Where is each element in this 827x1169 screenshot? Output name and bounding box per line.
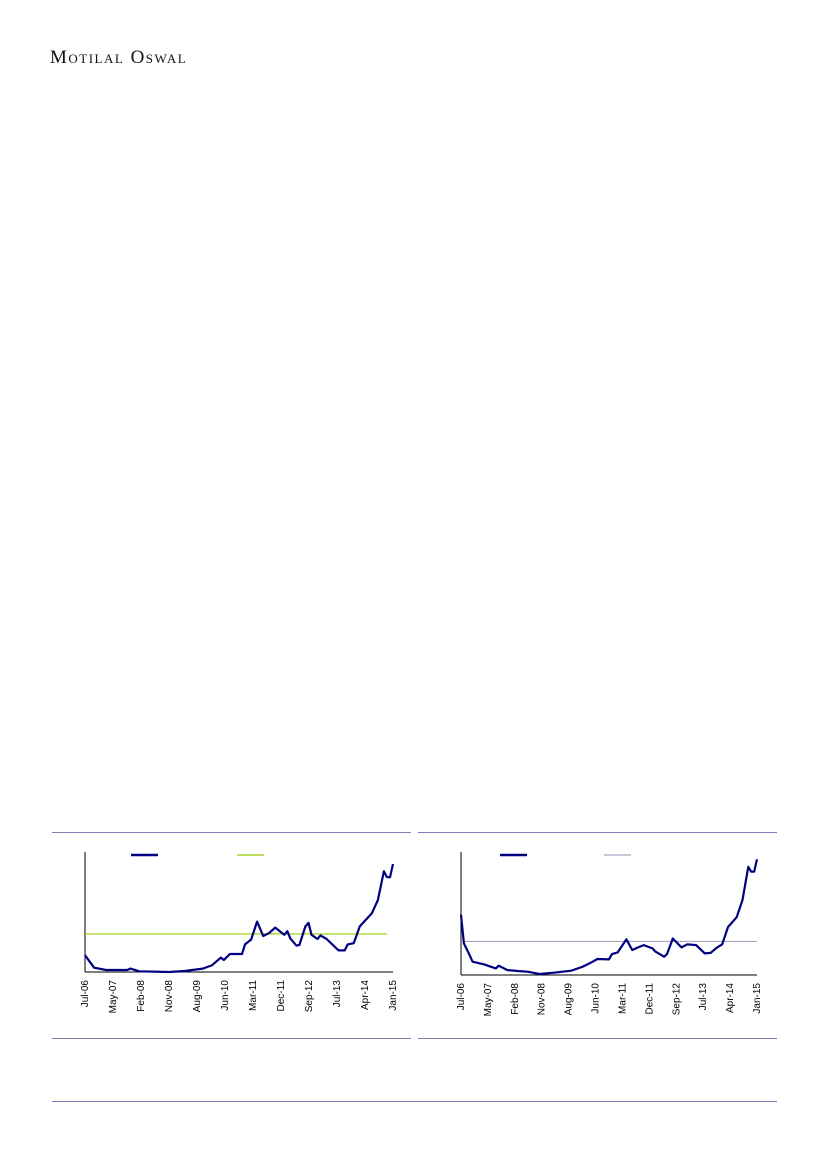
x-tick-label: Jul-06 <box>456 983 467 1011</box>
series-line <box>84 863 395 974</box>
x-tick-label: Jul-13 <box>698 983 709 1011</box>
x-tick-label: Sep-12 <box>304 980 315 1013</box>
x-tick-label: Mar-11 <box>248 980 259 1011</box>
x-tick-label: May-07 <box>483 983 494 1017</box>
chart2-bottom-rule <box>418 1038 777 1039</box>
x-tick-label: Nov-08 <box>537 983 548 1016</box>
x-tick-label: Dec-11 <box>276 980 287 1012</box>
chart1-top-rule <box>52 832 411 833</box>
x-tick-label: Dec-11 <box>644 983 655 1015</box>
x-tick-label: May-07 <box>108 980 119 1014</box>
x-tick-label: Mar-11 <box>617 983 628 1014</box>
x-tick-label: Jun-10 <box>220 980 231 1011</box>
x-tick-label: Jul-06 <box>80 980 91 1008</box>
x-tick-label: Jul-13 <box>332 980 343 1008</box>
x-tick-label: Sep-12 <box>671 983 682 1016</box>
x-tick-label: Feb-08 <box>136 980 147 1012</box>
series-line <box>459 859 759 976</box>
x-tick-label: Feb-08 <box>510 983 521 1015</box>
chart2-top-rule <box>418 832 777 833</box>
chart1-bottom-rule <box>52 1038 411 1039</box>
x-tick-label: Apr-14 <box>725 983 736 1013</box>
company-logo: Motilal Oswal <box>50 47 188 68</box>
x-tick-label: Apr-14 <box>360 980 371 1010</box>
footer-rule <box>52 1101 777 1102</box>
x-tick-label: Jan-15 <box>752 983 763 1014</box>
x-tick-label: Nov-08 <box>164 980 175 1013</box>
x-tick-label: Aug-09 <box>564 983 575 1016</box>
x-tick-label: Jun-10 <box>591 983 602 1014</box>
x-tick-label: Aug-09 <box>192 980 203 1013</box>
x-tick-label: Jan-15 <box>388 980 399 1011</box>
